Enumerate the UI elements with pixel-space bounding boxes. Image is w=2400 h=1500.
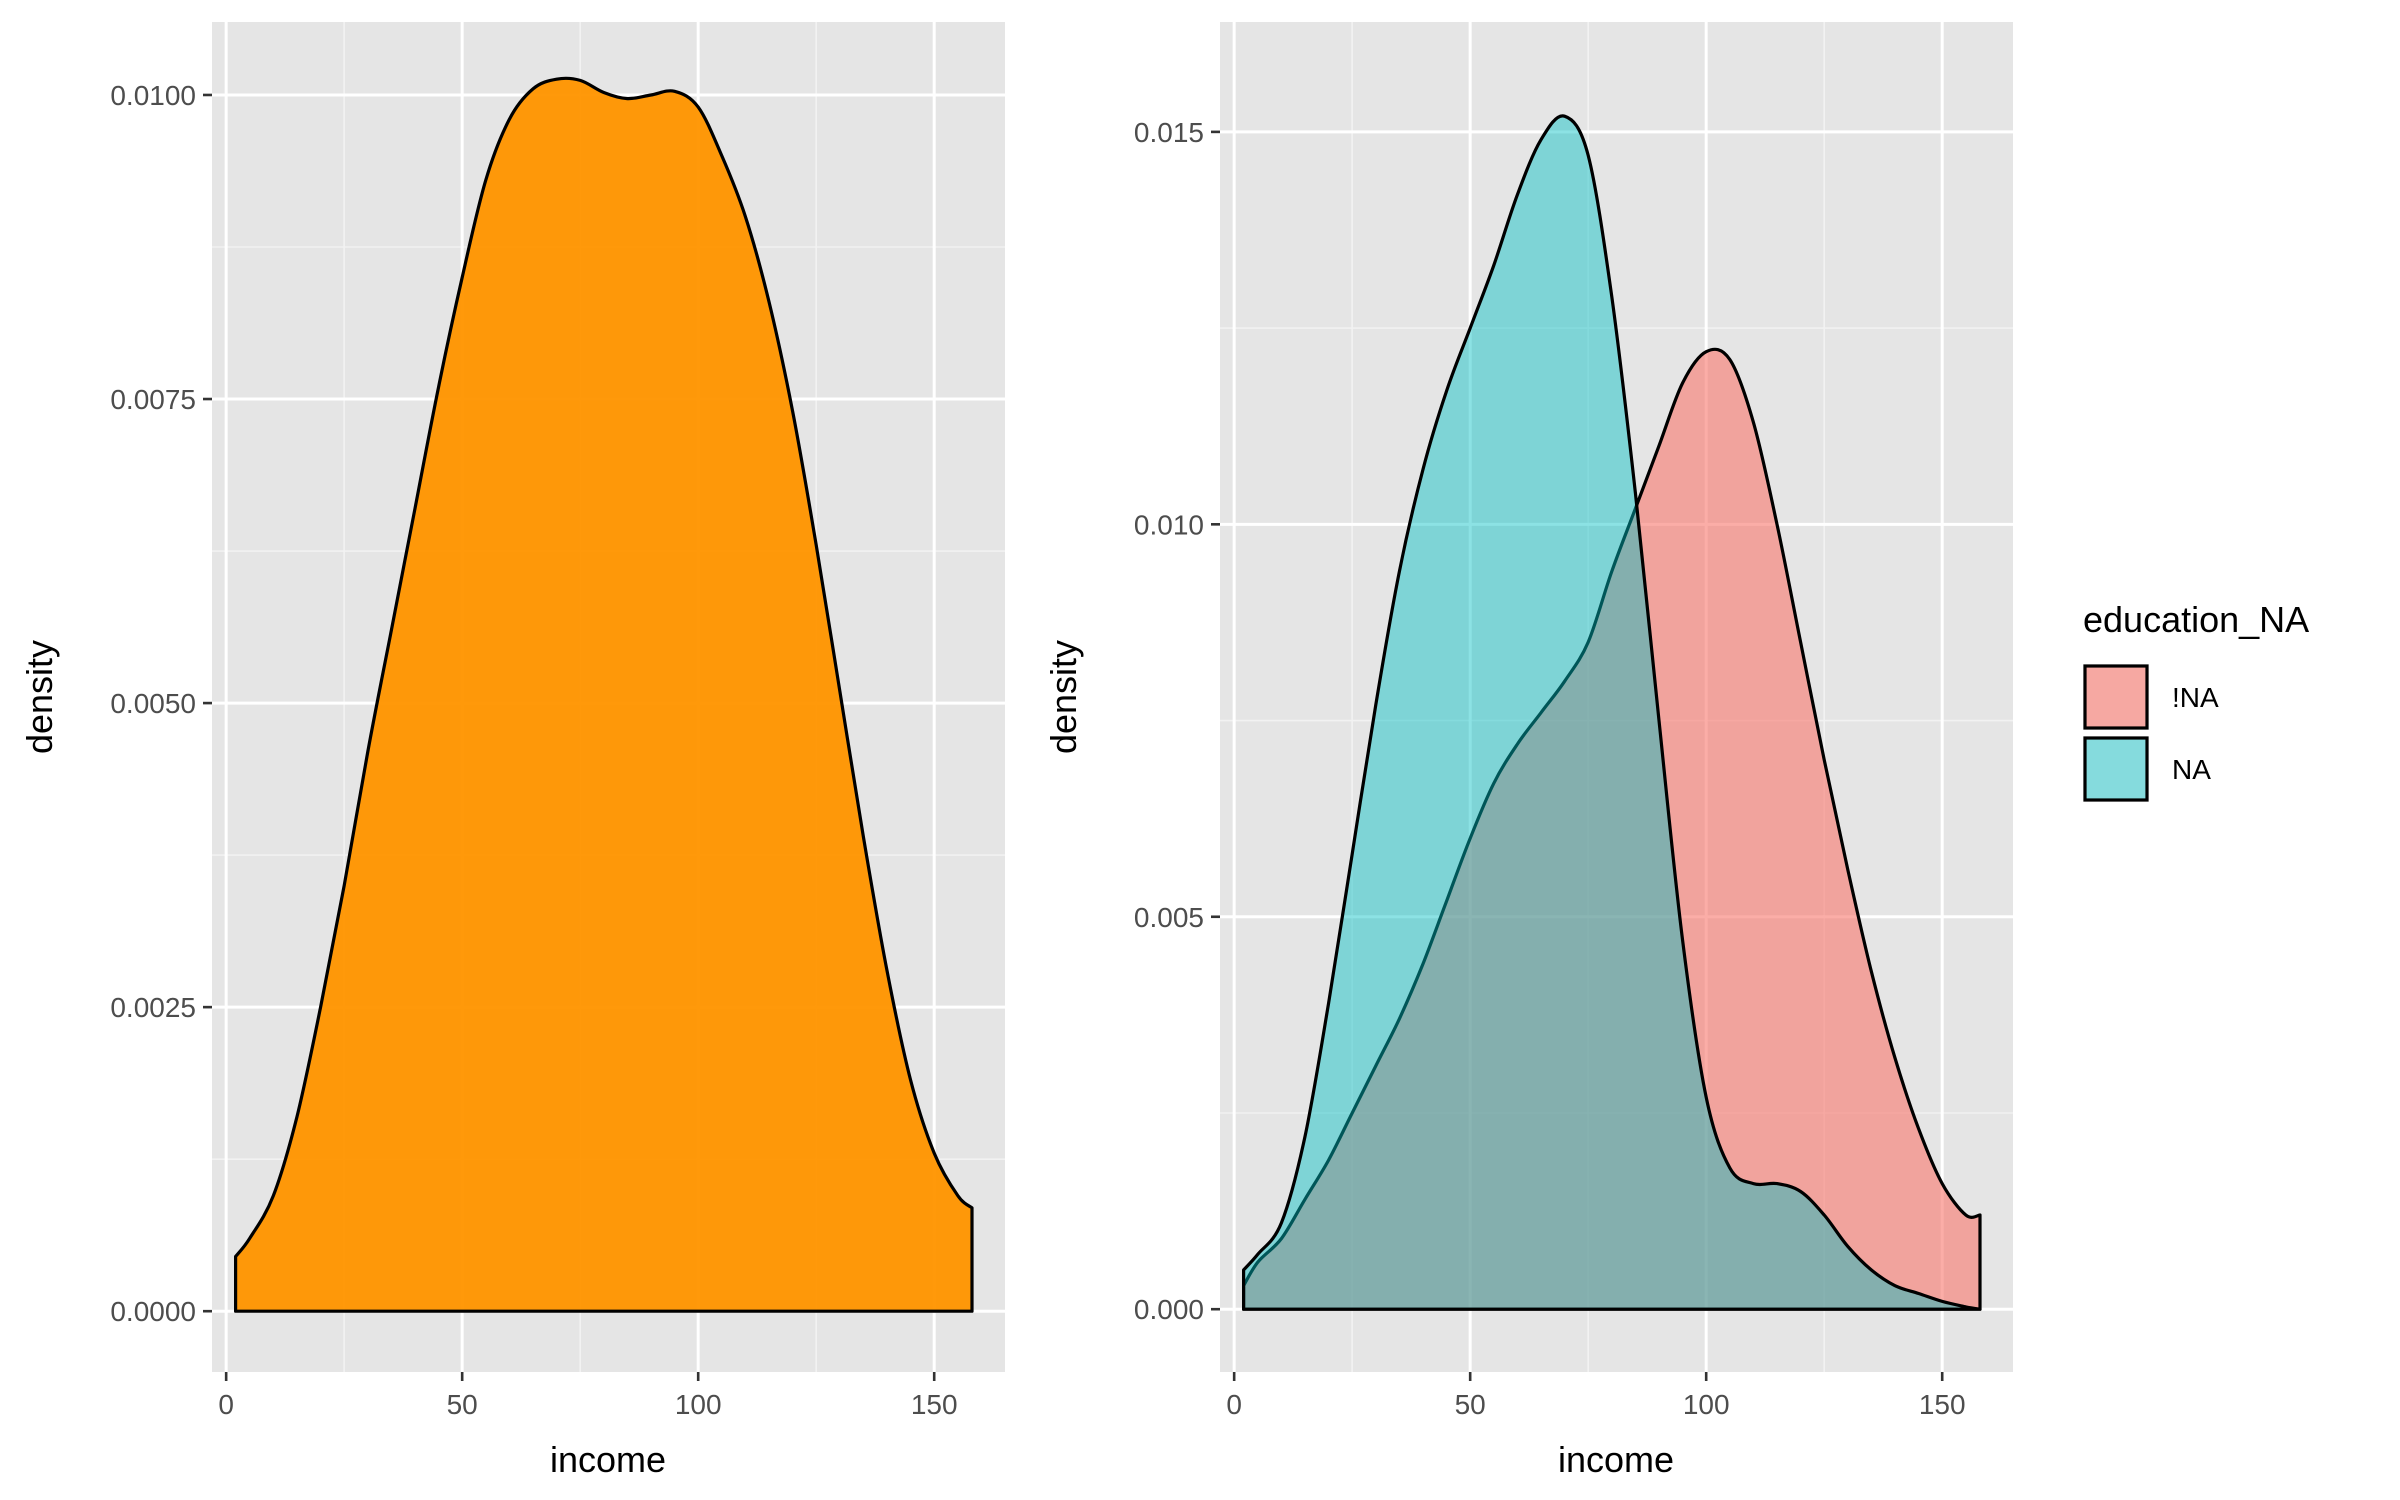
legend-item: NA <box>2083 736 2211 802</box>
y-tick-label: 0.000 <box>1134 1294 1204 1325</box>
legend-item: !NA <box>2083 664 2219 730</box>
left-panel-density-areas <box>234 76 974 1313</box>
x-tick-label: 50 <box>447 1389 478 1420</box>
left-panel-y-axis-title: density <box>19 640 60 754</box>
y-tick-label: 0.015 <box>1134 117 1204 148</box>
x-tick-label: 0 <box>1226 1389 1242 1420</box>
legend-title: education_NA <box>2083 599 2309 640</box>
y-tick-label: 0.0000 <box>110 1296 196 1327</box>
right-panel-density-areas <box>1242 114 1982 1311</box>
left-density-panel: 0 50 100 150 0.0000 0.0025 0.0050 0.0075 0.0100… <box>19 22 1005 1480</box>
x-tick-label: 100 <box>675 1389 722 1420</box>
legend-swatch <box>2083 736 2149 802</box>
x-tick-label: 50 <box>1455 1389 1486 1420</box>
y-tick-label: 0.005 <box>1134 902 1204 933</box>
y-tick-label: 0.0100 <box>110 80 196 111</box>
density-area <box>234 76 974 1313</box>
x-tick-label: 150 <box>1919 1389 1966 1420</box>
left-panel-y-axis: 0.0000 0.0025 0.0050 0.0075 0.0100 <box>110 80 212 1327</box>
left-panel-x-axis-title: income <box>550 1439 666 1480</box>
x-tick-label: 100 <box>1683 1389 1730 1420</box>
left-panel-x-axis: 0 50 100 150 <box>218 1372 958 1420</box>
legend: education_NA !NA NA <box>2083 599 2309 802</box>
right-panel-x-axis-title: income <box>1558 1439 1674 1480</box>
y-tick-label: 0.0075 <box>110 384 196 415</box>
right-panel-y-axis-title: density <box>1043 640 1084 754</box>
legend-label: NA <box>2172 754 2211 785</box>
y-tick-label: 0.0050 <box>110 688 196 719</box>
x-tick-label: 0 <box>218 1389 234 1420</box>
legend-label: !NA <box>2172 682 2219 713</box>
legend-entries: !NA NA <box>2083 664 2219 802</box>
density-area-na <box>1242 347 1982 1311</box>
y-tick-label: 0.010 <box>1134 509 1204 540</box>
density-area-na <box>1242 114 1982 1311</box>
legend-key-background <box>2083 736 2149 802</box>
y-tick-label: 0.0025 <box>110 992 196 1023</box>
right-panel-y-axis: 0.000 0.005 0.010 0.015 <box>1134 117 1220 1325</box>
right-density-panel: 0 50 100 150 0.000 0.005 0.010 0.015 income de… <box>1043 22 2013 1480</box>
x-tick-label: 150 <box>911 1389 958 1420</box>
legend-swatch <box>2083 664 2149 730</box>
right-panel-x-axis: 0 50 100 150 <box>1226 1372 1966 1420</box>
